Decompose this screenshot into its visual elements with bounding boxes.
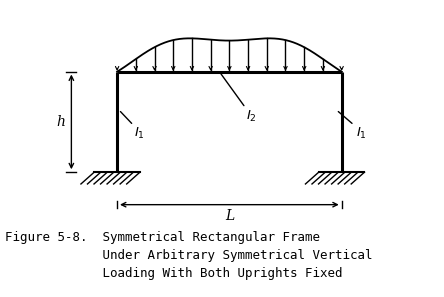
Text: $I_1$: $I_1$ xyxy=(356,126,367,141)
Text: Loading With Both Uprights Fixed: Loading With Both Uprights Fixed xyxy=(5,267,342,280)
Text: $I_2$: $I_2$ xyxy=(246,109,257,124)
Text: Under Arbitrary Symmetrical Vertical: Under Arbitrary Symmetrical Vertical xyxy=(5,249,373,262)
Text: L: L xyxy=(225,209,234,223)
Text: Figure 5-8.  Symmetrical Rectangular Frame: Figure 5-8. Symmetrical Rectangular Fram… xyxy=(5,231,320,244)
Text: $I_1$: $I_1$ xyxy=(134,126,145,141)
Text: h: h xyxy=(56,115,65,129)
